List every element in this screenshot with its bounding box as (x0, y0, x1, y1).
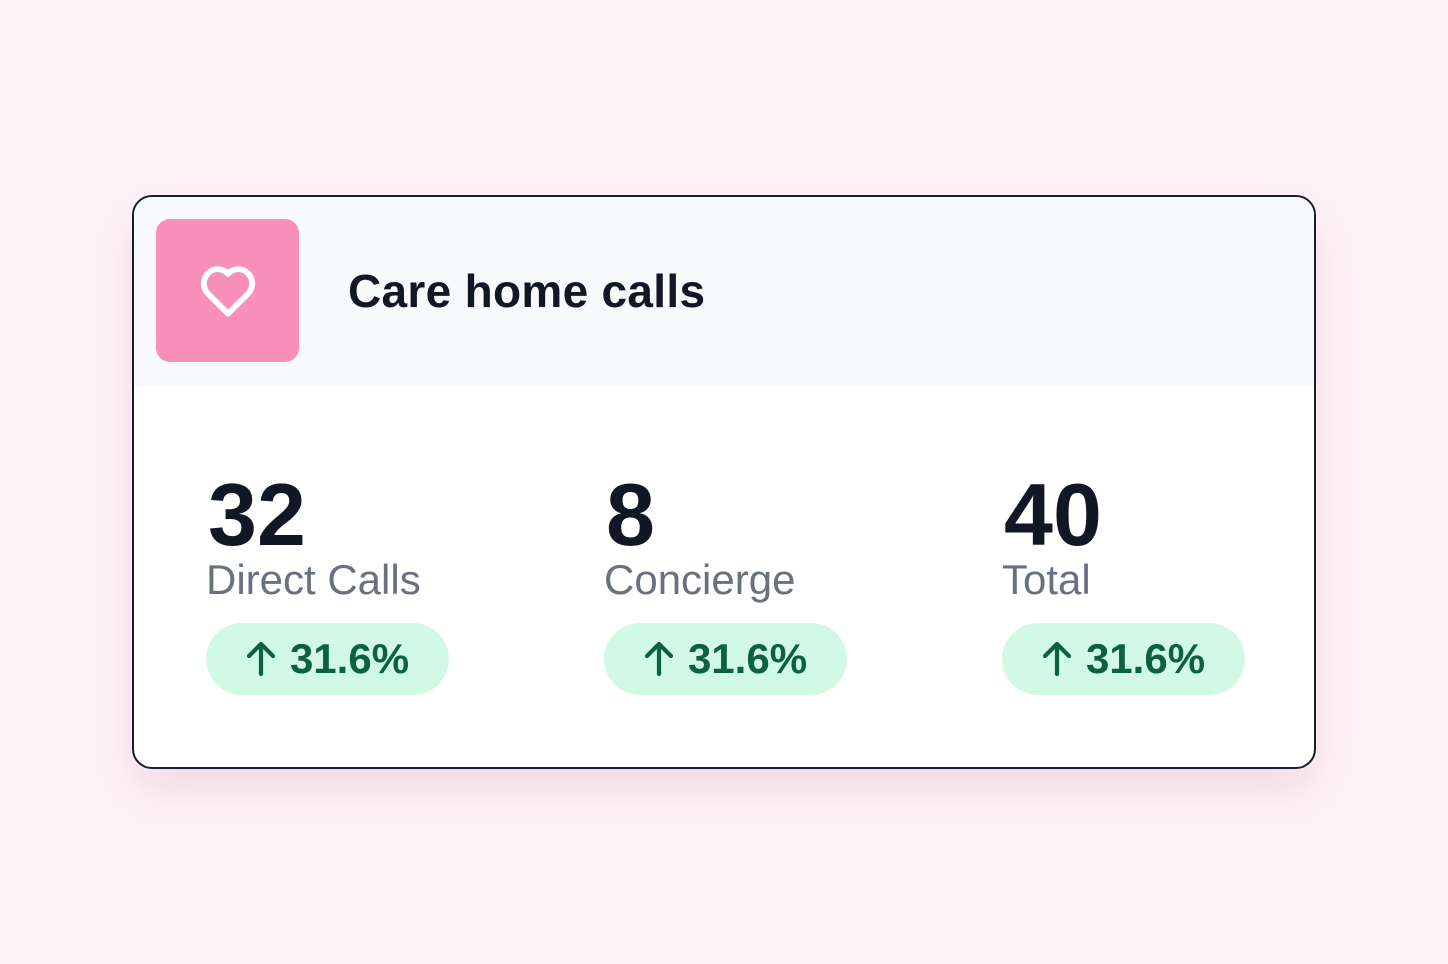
care-home-calls-card: Care home calls 32 Direct Calls 31.6% 8 … (132, 195, 1316, 769)
stat-label: Direct Calls (206, 556, 421, 603)
card-title: Care home calls (348, 265, 706, 317)
stat-concierge: 8 Concierge 31.6% (604, 469, 847, 695)
stat-label: Total (1002, 556, 1091, 603)
arrow-up-icon (1042, 641, 1072, 677)
trend-percentage: 31.6% (687, 635, 808, 682)
arrow-up-icon (246, 641, 276, 677)
trend-badge: 31.6% (206, 623, 449, 695)
stat-value: 32 (208, 465, 306, 564)
heart-icon (200, 265, 255, 317)
stat-value: 8 (606, 465, 655, 564)
trend-badge: 31.6% (604, 623, 847, 695)
icon-tile (156, 219, 299, 362)
stat-total: 40 Total 31.6% (1002, 469, 1245, 695)
arrow-up-icon (644, 641, 674, 677)
trend-percentage: 31.6% (1085, 635, 1206, 682)
card-header: Care home calls (134, 197, 1314, 386)
trend-badge: 31.6% (1002, 623, 1245, 695)
stat-direct-calls: 32 Direct Calls 31.6% (206, 469, 449, 695)
stat-value: 40 (1004, 465, 1102, 564)
stat-label: Concierge (604, 556, 796, 603)
trend-percentage: 31.6% (289, 635, 410, 682)
